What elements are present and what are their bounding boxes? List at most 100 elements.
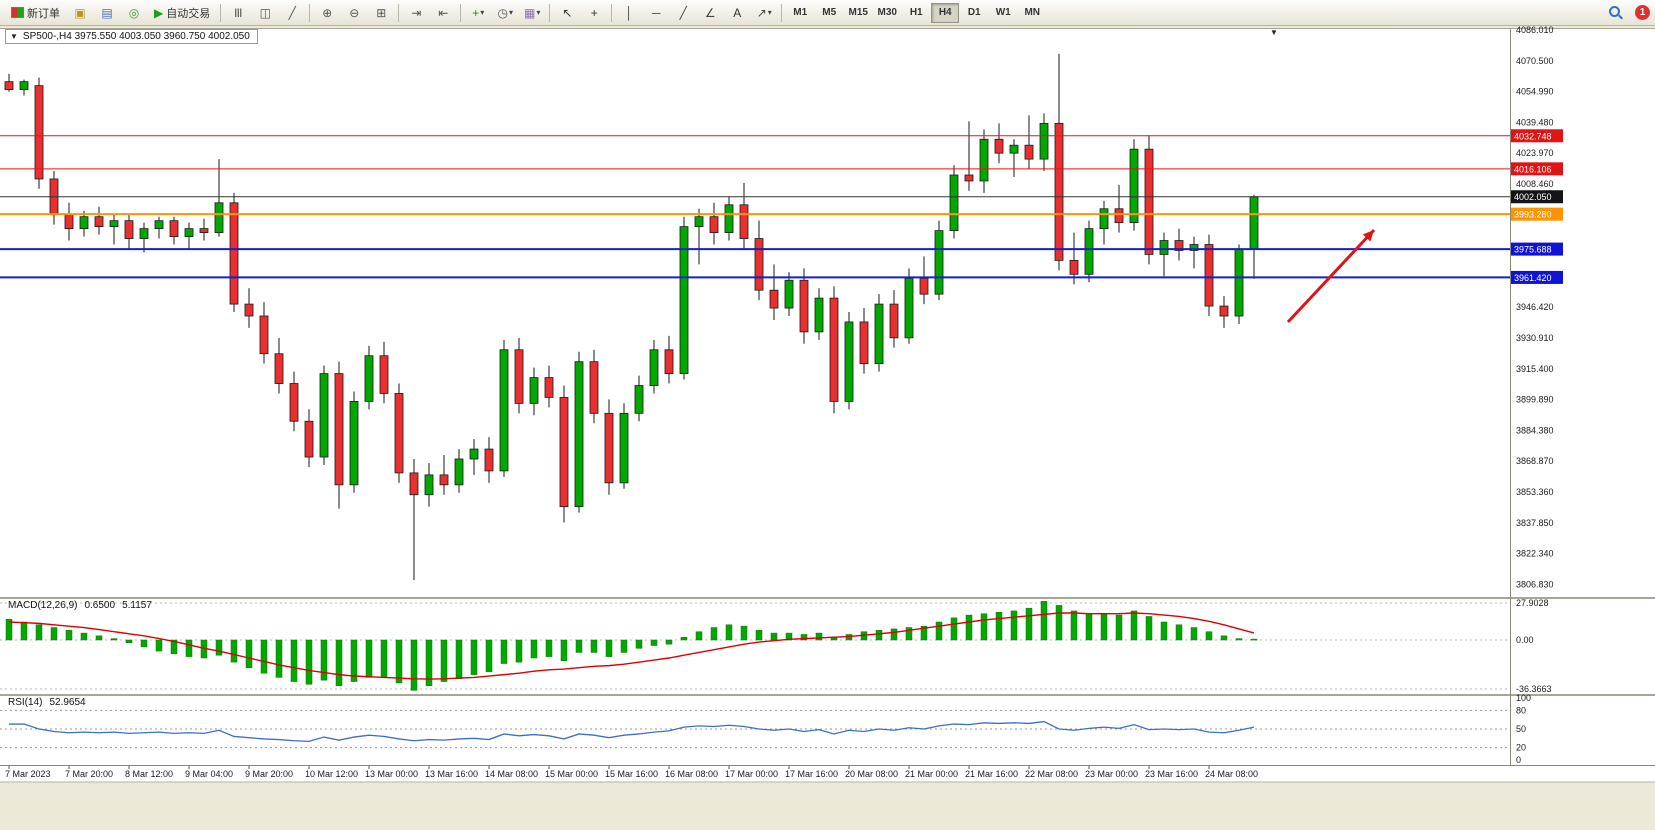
terminal-icon: ▣: [74, 5, 86, 20]
chart-shift-icon: ⇤: [438, 5, 449, 20]
zoom-out-button[interactable]: ⊖: [341, 2, 367, 24]
toolbar-separator: [781, 3, 783, 22]
search-button[interactable]: [1602, 2, 1628, 24]
svg-text:3822.340: 3822.340: [1516, 549, 1554, 559]
strategy-tester-icon: ◎: [128, 5, 140, 20]
scale-menu-icon[interactable]: ▼: [1270, 28, 1278, 37]
equidistant-channel-button[interactable]: ∠: [697, 2, 723, 24]
horizontal-line-button[interactable]: ─: [643, 2, 669, 24]
timeframe-h1-button[interactable]: H1: [909, 7, 923, 18]
search-icon: [1608, 5, 1623, 20]
indicators-button[interactable]: + ▾: [465, 2, 491, 24]
svg-text:22 Mar 08:00: 22 Mar 08:00: [1025, 769, 1078, 779]
horizontal-lines[interactable]: 4032.748 4016.106 4002.050 3993.280 3975.688…: [0, 129, 1563, 284]
svg-text:7 Mar 2023: 7 Mar 2023: [5, 769, 51, 779]
terminal-button[interactable]: ▣: [67, 2, 93, 24]
crosshair-button[interactable]: +: [581, 2, 607, 24]
price-tag: 4002.050: [1511, 190, 1563, 204]
svg-text:4032.748: 4032.748: [1514, 131, 1552, 141]
price-tag: 4032.748: [1511, 129, 1563, 143]
timeframe-d1-button[interactable]: D1: [967, 7, 981, 18]
macd-histogram: [5, 601, 1258, 691]
svg-text:3806.830: 3806.830: [1516, 579, 1554, 589]
text-label-button[interactable]: A: [724, 2, 750, 24]
trendline-button[interactable]: ╱: [670, 2, 696, 24]
vertical-line-button[interactable]: │: [616, 2, 642, 24]
macd-signal-line: [8, 612, 1255, 680]
timeframe-mn-button[interactable]: MN: [1024, 7, 1041, 18]
timeframe-h4-button[interactable]: H4: [931, 2, 960, 23]
trend-arrow-annotation[interactable]: [1286, 228, 1376, 324]
auto-trading-button[interactable]: ▶ 自动交易: [148, 2, 216, 24]
price-tag: 3975.688: [1511, 242, 1563, 256]
cursor-button[interactable]: ↖: [554, 2, 580, 24]
market-watch-button[interactable]: ▤: [94, 2, 120, 24]
svg-text:9 Mar 20:00: 9 Mar 20:00: [245, 769, 293, 779]
rsi-panel-header: RSI(14) 52.9654: [8, 697, 86, 708]
svg-text:10 Mar 12:00: 10 Mar 12:00: [305, 769, 358, 779]
svg-text:13 Mar 16:00: 13 Mar 16:00: [425, 769, 478, 779]
arrows-tool-button[interactable]: ↗ ▾: [751, 2, 777, 24]
svg-text:7 Mar 20:00: 7 Mar 20:00: [65, 769, 113, 779]
timeframe-m1-button[interactable]: M1: [793, 7, 808, 18]
svg-text:4086.010: 4086.010: [1516, 26, 1554, 35]
svg-text:15 Mar 00:00: 15 Mar 00:00: [545, 769, 598, 779]
time-axis: 7 Mar 2023 7 Mar 20:00 8 Mar 12:00 9 Mar 04…: [5, 766, 1258, 779]
svg-text:24 Mar 08:00: 24 Mar 08:00: [1205, 769, 1258, 779]
collapse-triangle-icon: ▼: [10, 32, 18, 41]
macd-value-signal: 5.1157: [122, 600, 152, 611]
svg-text:8 Mar 12:00: 8 Mar 12:00: [125, 769, 173, 779]
market-watch-icon: ▤: [101, 5, 113, 20]
auto-trading-label: 自动交易: [166, 7, 211, 20]
svg-text:13 Mar 00:00: 13 Mar 00:00: [365, 769, 418, 779]
toolbar-separator: [398, 3, 400, 22]
line-chart-button[interactable]: ╱: [279, 2, 305, 24]
candlestick-chart-button[interactable]: ◫: [252, 2, 278, 24]
chart-canvas[interactable]: 4086.010 4070.500 4054.990 4039.480 4023.970…: [0, 26, 1655, 830]
toolbar-separator: [309, 3, 311, 22]
line-chart-icon: ╱: [288, 5, 296, 20]
periods-button[interactable]: ◷ ▾: [492, 2, 518, 24]
notification-badge[interactable]: 1: [1635, 5, 1650, 20]
timeframe-m5-button[interactable]: M5: [822, 7, 837, 18]
vertical-line-icon: │: [625, 5, 633, 20]
svg-text:20 Mar 08:00: 20 Mar 08:00: [845, 769, 898, 779]
dropdown-arrow-icon: ▾: [536, 8, 541, 17]
svg-text:9 Mar 04:00: 9 Mar 04:00: [185, 769, 233, 779]
arrows-tool-icon: ↗: [756, 5, 767, 20]
strategy-tester-button[interactable]: ◎: [121, 2, 147, 24]
zoom-in-button[interactable]: ⊕: [314, 2, 340, 24]
timeframe-buttons: M1 M5 M15 M30 H1 H4 D1 W1 MN: [786, 2, 1046, 23]
tile-windows-button[interactable]: ⊞: [368, 2, 394, 24]
svg-text:3884.380: 3884.380: [1516, 425, 1554, 435]
new-order-button[interactable]: 新订单: [5, 2, 66, 24]
svg-text:17 Mar 16:00: 17 Mar 16:00: [785, 769, 838, 779]
auto-trading-icon: ▶: [154, 5, 164, 20]
bars-chart-button[interactable]: |||: [225, 2, 251, 24]
chart-shift-button[interactable]: ⇤: [430, 2, 456, 24]
svg-text:3899.890: 3899.890: [1516, 395, 1554, 405]
svg-text:23 Mar 16:00: 23 Mar 16:00: [1145, 769, 1198, 779]
svg-text:23 Mar 00:00: 23 Mar 00:00: [1085, 769, 1138, 779]
svg-text:4070.500: 4070.500: [1516, 56, 1554, 66]
zoom-in-icon: ⊕: [322, 5, 333, 20]
trendline-icon: ╱: [679, 5, 687, 20]
timeframe-m30-button[interactable]: M30: [877, 7, 897, 18]
symbol-tab[interactable]: ▼ SP500-,H4 3975.550 4003.050 3960.750 4…: [5, 29, 258, 44]
svg-text:-36.3663: -36.3663: [1516, 684, 1552, 694]
svg-text:3868.870: 3868.870: [1516, 456, 1554, 466]
price-tag: 3961.420: [1511, 270, 1563, 284]
auto-scroll-button[interactable]: ⇥: [403, 2, 429, 24]
templates-icon: ▦: [524, 5, 536, 20]
svg-text:3930.910: 3930.910: [1516, 333, 1554, 343]
new-order-label: 新订单: [27, 7, 60, 20]
svg-text:4002.050: 4002.050: [1514, 192, 1552, 202]
templates-button[interactable]: ▦ ▾: [519, 2, 545, 24]
svg-text:0: 0: [1516, 755, 1521, 765]
timeframe-w1-button[interactable]: W1: [995, 7, 1011, 18]
rsi-label: RSI(14): [8, 697, 43, 708]
rsi-line: [9, 720, 1255, 743]
dropdown-arrow-icon: ▾: [480, 8, 485, 17]
timeframe-m15-button[interactable]: M15: [848, 7, 868, 18]
svg-text:3853.360: 3853.360: [1516, 487, 1554, 497]
